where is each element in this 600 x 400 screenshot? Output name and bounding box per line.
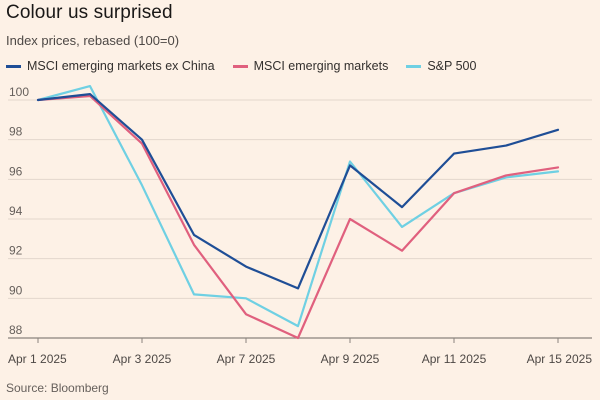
legend-label-em-ex-china: MSCI emerging markets ex China: [27, 59, 215, 73]
x-tick-label-0: Apr 1 2025: [8, 352, 67, 366]
legend-label-sp500: S&P 500: [427, 59, 477, 73]
series-line-0: [36, 92, 560, 290]
x-tick-label-4: Apr 11 2025: [422, 352, 487, 366]
legend-swatch-em-ex-china: [6, 64, 21, 68]
y-tick-label-92: 92: [9, 244, 23, 258]
y-tick-label-90: 90: [9, 283, 23, 297]
legend-item-em: MSCI emerging markets: [232, 59, 389, 73]
x-tick-label-1: Apr 3 2025: [113, 352, 172, 366]
chart-subtitle: Index prices, rebased (100=0): [6, 33, 180, 48]
legend-swatch-sp500: [406, 64, 422, 68]
chart-title: Colour us surprised: [6, 2, 173, 23]
y-tick-label-88: 88: [9, 323, 23, 337]
y-tick-label-96: 96: [9, 164, 23, 178]
legend-swatch-em: [232, 64, 248, 68]
series-line-1: [36, 94, 560, 340]
gridlines: [8, 99, 592, 339]
source-note: Source: Bloomberg: [6, 381, 109, 395]
series-lines: [36, 84, 560, 340]
legend-item-em-ex-china: MSCI emerging markets ex China: [6, 59, 215, 73]
series-line-2: [36, 84, 560, 328]
axis-ticks: 88 90 92 94 96 98 100 Apr 1 2025 Apr 3 2025 Apr 7…: [8, 85, 592, 366]
x-tick-label-2: Apr 7 2025: [217, 352, 276, 366]
legend-label-em: MSCI emerging markets: [253, 59, 389, 73]
legend: MSCI emerging markets ex China MSCI emer…: [6, 58, 494, 74]
x-tick-label-3: Apr 9 2025: [321, 352, 380, 366]
y-tick-label-98: 98: [9, 125, 23, 139]
y-tick-label-94: 94: [9, 204, 23, 218]
y-tick-label-100: 100: [9, 85, 29, 99]
legend-item-sp500: S&P 500: [406, 59, 476, 73]
x-tick-label-5: Apr 15 2025: [527, 352, 593, 366]
